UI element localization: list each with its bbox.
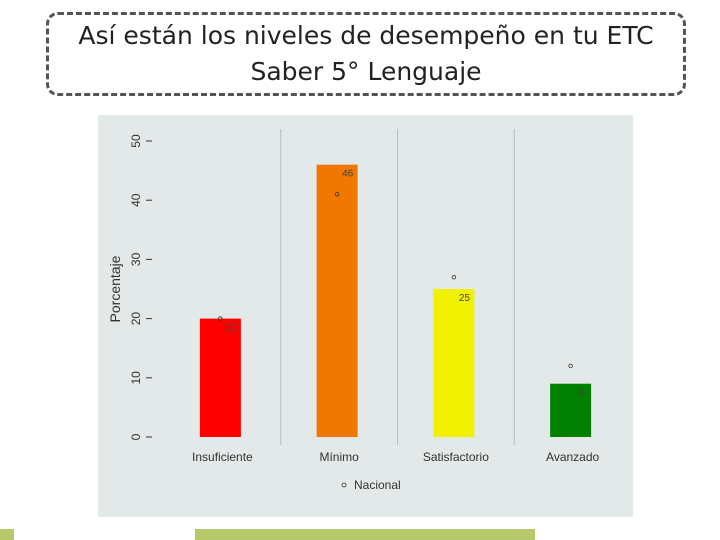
bar-insuficiente	[199, 318, 241, 437]
footer-accent-left	[0, 529, 14, 540]
bar-chart-svg: 0 10 20 30 40 50 Porcentaje 20 Insuficiente 46 Mín…	[98, 115, 633, 517]
bar-chart: 0 10 20 30 40 50 Porcentaje 20 Insuficiente 46 Mín…	[98, 115, 633, 517]
nacional-marker	[334, 192, 340, 197]
x-category-label: Insuficiente	[192, 450, 253, 464]
nacional-marker	[568, 363, 573, 369]
x-category-label: Avanzado	[546, 450, 599, 464]
nacional-marker	[451, 274, 457, 280]
y-tick-label: 0	[129, 433, 143, 440]
bar-avanzado	[550, 383, 592, 437]
bar-value-label: 20	[225, 323, 237, 334]
slide-title-line-1: Así están los niveles de desempeño en tu…	[78, 21, 654, 50]
bar-value-label: 46	[342, 169, 354, 180]
y-tick-label: 10	[129, 371, 143, 385]
footer-accent-bar	[195, 529, 535, 540]
nacional-marker	[218, 316, 223, 321]
slide-title: Así están los niveles de desempeño en tu…	[46, 12, 686, 96]
chart-background	[98, 115, 633, 517]
bar-value-label: 9	[578, 388, 584, 399]
y-tick-label: 30	[129, 252, 143, 266]
legend-label: Nacional	[354, 478, 401, 492]
y-tick-label: 40	[129, 193, 143, 207]
x-category-label: Satisfactorio	[423, 450, 489, 464]
y-tick-label: 20	[129, 312, 143, 326]
x-category-label: Mínimo	[319, 450, 359, 464]
bar-value-label: 25	[459, 293, 471, 304]
y-axis-label: Porcentaje	[107, 255, 123, 322]
slide-title-line-2: Saber 5° Lenguaje	[250, 57, 482, 86]
bar-satisfactorio	[433, 289, 475, 437]
legend-marker	[341, 482, 347, 488]
bar-mínimo	[316, 164, 358, 437]
y-tick-label: 50	[129, 134, 143, 148]
